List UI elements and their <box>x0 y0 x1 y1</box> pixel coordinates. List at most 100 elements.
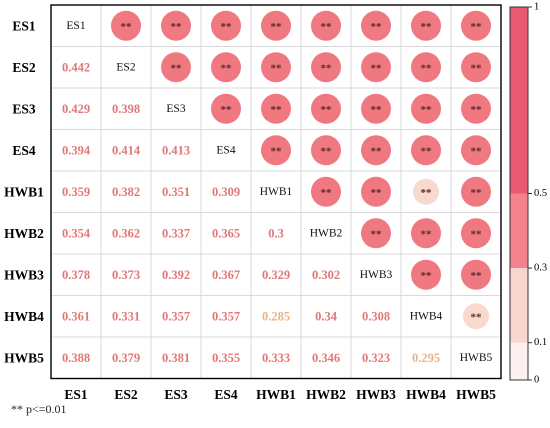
x-tick-label: HWB3 <box>356 387 396 402</box>
significance-circle <box>261 10 291 41</box>
x-tick-label: HWB5 <box>456 387 496 402</box>
significance-circle <box>411 259 441 290</box>
x-tick-label: ES3 <box>164 387 188 402</box>
significance-circle <box>461 176 491 207</box>
significance-circle <box>211 93 241 124</box>
colorbar-segment <box>510 193 528 269</box>
correlation-value: 0.308 <box>362 309 390 323</box>
significance-marker: ** <box>371 62 383 74</box>
colorbar-segment <box>510 342 528 380</box>
significance-circle <box>211 10 241 41</box>
significance-marker: ** <box>371 228 383 240</box>
significance-circle <box>461 52 491 83</box>
colorbar-tick-label: 1 <box>534 2 539 13</box>
significance-marker: ** <box>321 21 333 33</box>
significance-circle <box>211 52 241 83</box>
significance-circle <box>463 303 489 330</box>
correlation-value: 0.302 <box>312 268 340 282</box>
significance-circle <box>361 218 391 249</box>
significance-circle <box>261 93 291 124</box>
y-tick-label: ES2 <box>12 60 36 75</box>
colorbar-tick-label: 0.3 <box>534 263 547 274</box>
colorbar-tick-label: 0.1 <box>534 337 547 348</box>
y-tick-label: HWB4 <box>4 309 44 324</box>
significance-circle <box>461 259 491 290</box>
significance-marker: ** <box>471 270 483 282</box>
correlation-value: 0.351 <box>162 185 190 199</box>
x-tick-label: ES1 <box>64 387 88 402</box>
significance-circle <box>311 52 341 83</box>
significance-marker: ** <box>421 21 433 33</box>
y-tick-label: ES4 <box>12 143 36 158</box>
correlation-value: 0.361 <box>62 309 90 323</box>
significance-circle <box>411 10 441 41</box>
colorbar-segment <box>510 268 528 343</box>
y-tick-label: HWB5 <box>4 350 44 365</box>
diagonal-label: HWB2 <box>310 227 343 239</box>
correlation-value: 0.359 <box>62 185 90 199</box>
significance-circle <box>361 93 391 124</box>
correlation-value: 0.378 <box>62 268 90 282</box>
correlation-value: 0.34 <box>315 309 338 323</box>
significance-circle <box>411 218 441 249</box>
colorbar-tick-label: 0.5 <box>534 188 547 199</box>
significance-circle <box>111 10 141 41</box>
diagonal-label: HWB3 <box>360 269 393 281</box>
y-tick-label: HWB1 <box>4 184 44 199</box>
significance-marker: ** <box>221 62 233 74</box>
significance-circle <box>461 135 491 166</box>
correlation-value: 0.354 <box>62 226 91 240</box>
correlation-value: 0.373 <box>112 268 140 282</box>
correlation-value: 0.357 <box>212 309 240 323</box>
correlation-value: 0.337 <box>162 226 190 240</box>
diagonal-label: ES1 <box>66 20 85 32</box>
significance-marker: ** <box>121 21 133 33</box>
significance-marker: ** <box>271 21 283 33</box>
x-tick-label: HWB1 <box>256 387 296 402</box>
correlation-value: 0.394 <box>62 143 91 157</box>
correlation-value: 0.392 <box>162 268 190 282</box>
significance-circle <box>311 10 341 41</box>
diagonal-label: HWB4 <box>410 310 443 322</box>
correlation-value: 0.285 <box>262 309 290 323</box>
correlation-value: 0.309 <box>212 185 240 199</box>
correlation-value: 0.3 <box>268 226 284 240</box>
correlation-value: 0.381 <box>162 351 190 365</box>
significance-marker: ** <box>471 187 483 199</box>
correlation-value: 0.398 <box>112 102 140 116</box>
diagonal-label: ES2 <box>116 61 135 73</box>
significance-marker: ** <box>471 62 483 74</box>
significance-circle <box>361 10 391 41</box>
x-tick-label: HWB4 <box>406 387 446 402</box>
significance-marker: ** <box>321 145 333 157</box>
correlation-value: 0.388 <box>62 351 90 365</box>
correlation-value: 0.333 <box>262 351 290 365</box>
correlation-value: 0.413 <box>162 143 190 157</box>
correlation-value: 0.346 <box>312 351 340 365</box>
significance-marker: ** <box>471 145 483 157</box>
significance-marker: ** <box>271 145 283 157</box>
significance-circle <box>413 178 439 205</box>
significance-circle <box>411 52 441 83</box>
diagonal-label: ES4 <box>216 144 235 156</box>
significance-circle <box>411 135 441 166</box>
correlation-value: 0.367 <box>212 268 240 282</box>
significance-circle <box>461 93 491 124</box>
significance-circle <box>261 52 291 83</box>
significance-marker: ** <box>421 270 433 282</box>
correlation-value: 0.357 <box>162 309 190 323</box>
significance-marker: ** <box>371 145 383 157</box>
correlation-value: 0.355 <box>212 351 240 365</box>
significance-marker: ** <box>471 21 483 33</box>
diagonal-label: ES3 <box>166 103 185 115</box>
significance-circle <box>411 93 441 124</box>
significance-marker: ** <box>471 104 483 116</box>
y-tick-label: ES3 <box>12 101 36 116</box>
significance-marker: ** <box>421 228 433 240</box>
significance-circle <box>311 135 341 166</box>
correlation-value: 0.329 <box>262 268 290 282</box>
significance-marker: ** <box>271 104 283 116</box>
significance-marker: ** <box>471 311 483 323</box>
significance-circle <box>461 218 491 249</box>
y-tick-label: HWB2 <box>4 226 44 241</box>
